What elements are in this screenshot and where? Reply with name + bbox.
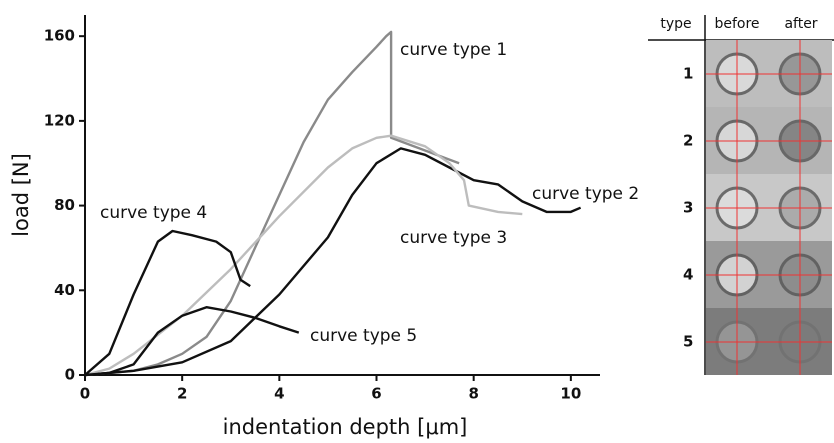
- x-tick-label: 6: [371, 385, 381, 403]
- curve-label: curve type 2: [532, 184, 639, 204]
- x-tick-label: 0: [80, 385, 90, 403]
- row-label: 2: [683, 132, 693, 150]
- y-axis-label: load [N]: [9, 153, 33, 237]
- y-tick-label: 0: [65, 366, 75, 384]
- row-label: 4: [683, 266, 693, 284]
- curve: [84, 30, 460, 377]
- curve: [84, 134, 523, 377]
- y-tick-label: 40: [54, 281, 75, 299]
- y-tick-label: 80: [54, 196, 75, 214]
- curve-label: curve type 4: [100, 203, 207, 223]
- table-header: type: [660, 16, 691, 32]
- y-tick-label: 160: [44, 27, 75, 45]
- curve-label: curve type 1: [400, 40, 507, 60]
- curve-label: curve type 3: [400, 228, 507, 248]
- x-tick-label: 8: [468, 385, 478, 403]
- y-tick-label: 120: [44, 111, 75, 129]
- row-label: 1: [683, 65, 693, 83]
- row-label: 3: [683, 199, 693, 217]
- x-tick-label: 2: [177, 385, 187, 403]
- curve: [84, 147, 582, 377]
- table-header: after: [784, 16, 817, 32]
- row-label: 5: [683, 333, 693, 351]
- curve-label: curve type 5: [310, 326, 417, 346]
- x-axis-label: indentation depth [μm]: [223, 415, 468, 439]
- table-header: before: [714, 16, 759, 32]
- curve: [84, 306, 300, 377]
- curve: [84, 229, 251, 376]
- x-tick-label: 4: [274, 385, 284, 403]
- x-tick-label: 10: [560, 385, 581, 403]
